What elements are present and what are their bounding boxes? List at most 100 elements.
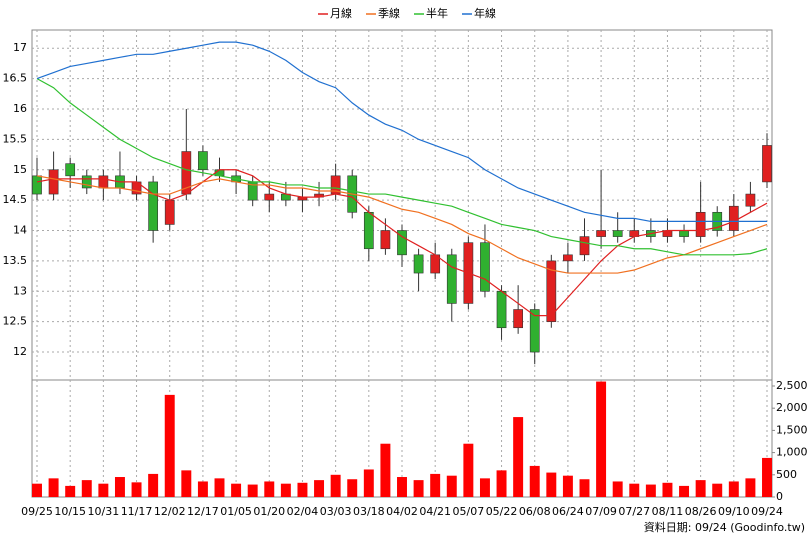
moving-average-line (36, 175, 768, 274)
y-tick-label: 15 (13, 163, 27, 176)
x-tick-label: 10/31 (88, 505, 120, 518)
volume-bar (164, 394, 175, 497)
y-tick-label: 14 (13, 224, 27, 237)
volume-bar (214, 478, 225, 497)
volume-bar (745, 478, 756, 497)
candle-body (612, 230, 623, 237)
candle-body (529, 309, 540, 353)
volume-bar (114, 477, 125, 497)
y-tick-label: 13 (13, 284, 27, 297)
volume-bar (81, 480, 92, 497)
volume-bar (380, 443, 391, 497)
candle-body (32, 175, 42, 195)
volume-bar (446, 475, 457, 497)
candle-body (496, 290, 507, 329)
source-note: 資料日期: 09/24 (Goodinfo.tw) (644, 520, 805, 534)
volume-bar (562, 475, 573, 497)
x-tick-label: 09/24 (751, 505, 783, 518)
candle-body (762, 145, 772, 183)
volume-bar (413, 480, 424, 497)
candle-body (81, 175, 92, 189)
x-tick-label: 04/02 (386, 505, 418, 518)
x-tick-label: 09/25 (21, 505, 53, 518)
volume-bar (148, 473, 159, 497)
candle-body (148, 181, 158, 231)
volume-bar (65, 485, 76, 497)
x-tick-label: 08/26 (685, 505, 717, 518)
x-tick-label: 11/17 (121, 505, 153, 518)
volume-bar (645, 484, 656, 497)
volume-bar (513, 417, 524, 497)
volume-bar (546, 472, 557, 497)
volume-bar (231, 483, 242, 497)
candle-body (728, 205, 739, 231)
x-tick-label: 09/10 (718, 505, 750, 518)
volume-bar (347, 479, 358, 497)
volume-bar (98, 483, 109, 497)
volume-bar (330, 474, 341, 497)
legend-label: 半年 (426, 6, 448, 20)
y-tick-label: 17 (13, 41, 27, 54)
volume-bar (280, 483, 291, 497)
volume-bar (397, 477, 407, 497)
x-tick-label: 04/21 (419, 505, 451, 518)
candle-body (563, 254, 573, 262)
volume-bar (629, 483, 640, 497)
moving-average-line (36, 78, 768, 256)
candle-body (264, 193, 275, 201)
y2-tick-label: 1,000 (776, 446, 808, 459)
y-tick-label: 15.5 (3, 132, 28, 145)
y-tick-label: 12 (13, 345, 27, 358)
volume-bar (430, 473, 441, 497)
candle-body (745, 193, 756, 207)
x-tick-label: 01/20 (253, 505, 285, 518)
volume-bar (662, 482, 673, 497)
candle-body (65, 163, 76, 177)
candle-body (579, 236, 590, 256)
y-tick-label: 14.5 (3, 193, 28, 206)
y2-tick-label: 500 (776, 468, 797, 481)
volume-bar (197, 481, 208, 497)
x-tick-label: 03/18 (353, 505, 385, 518)
volume-bar (712, 483, 723, 497)
y2-tick-label: 2,500 (776, 379, 808, 392)
x-tick-label: 01/05 (220, 505, 252, 518)
y2-tick-label: 2,000 (776, 401, 808, 414)
candle-body (380, 230, 391, 250)
y2-tick-label: 1,500 (776, 423, 808, 436)
volume-bar (612, 481, 623, 497)
x-tick-label: 02/04 (287, 505, 319, 518)
volume-bar (679, 485, 690, 497)
candle-body (164, 199, 175, 225)
volume-bar (181, 470, 192, 497)
y-tick-label: 13.5 (3, 254, 28, 267)
x-tick-label: 12/17 (187, 505, 219, 518)
legend-label: 年線 (474, 6, 496, 20)
candle-body (98, 175, 109, 189)
legend-label: 月線 (330, 6, 352, 20)
volume-bar (762, 457, 772, 497)
volume-bar (463, 443, 474, 497)
x-tick-label: 06/24 (552, 505, 584, 518)
volume-bar (596, 381, 607, 497)
legend-label: 季線 (378, 6, 400, 20)
volume-bar (314, 480, 325, 497)
y-tick-label: 16 (13, 102, 27, 115)
volume-bar (48, 478, 59, 497)
moving-average-line (36, 41, 767, 223)
volume-bar (479, 478, 490, 497)
x-tick-label: 07/27 (618, 505, 650, 518)
candle-body (397, 230, 407, 256)
moving-average-line (36, 169, 768, 317)
y-tick-label: 16.5 (3, 72, 28, 85)
volume-bar (32, 483, 42, 497)
y2-tick-label: 0 (776, 490, 783, 503)
volume-bar (728, 481, 739, 497)
x-tick-label: 03/03 (320, 505, 352, 518)
x-tick-label: 12/02 (154, 505, 186, 518)
candle-body (695, 211, 706, 237)
volume-bar (695, 480, 706, 497)
candle-body (513, 309, 523, 329)
x-tick-label: 05/07 (453, 505, 485, 518)
